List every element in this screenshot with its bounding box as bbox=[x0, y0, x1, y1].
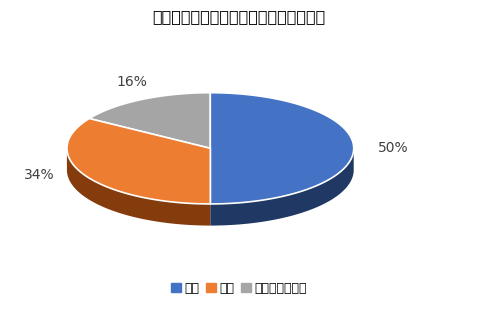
Polygon shape bbox=[210, 149, 354, 226]
Text: 34%: 34% bbox=[24, 168, 55, 182]
Polygon shape bbox=[210, 93, 354, 204]
Polygon shape bbox=[67, 119, 210, 204]
Legend: 満足, 不満, どちらでもない: 満足, 不満, どちらでもない bbox=[166, 277, 312, 300]
Polygon shape bbox=[89, 93, 210, 148]
Polygon shape bbox=[67, 149, 210, 226]
Text: 50%: 50% bbox=[378, 141, 408, 155]
Text: ヴェゼルの運転＆走行性能・満足度調査: ヴェゼルの運転＆走行性能・満足度調査 bbox=[152, 9, 326, 24]
Text: 16%: 16% bbox=[117, 75, 147, 89]
